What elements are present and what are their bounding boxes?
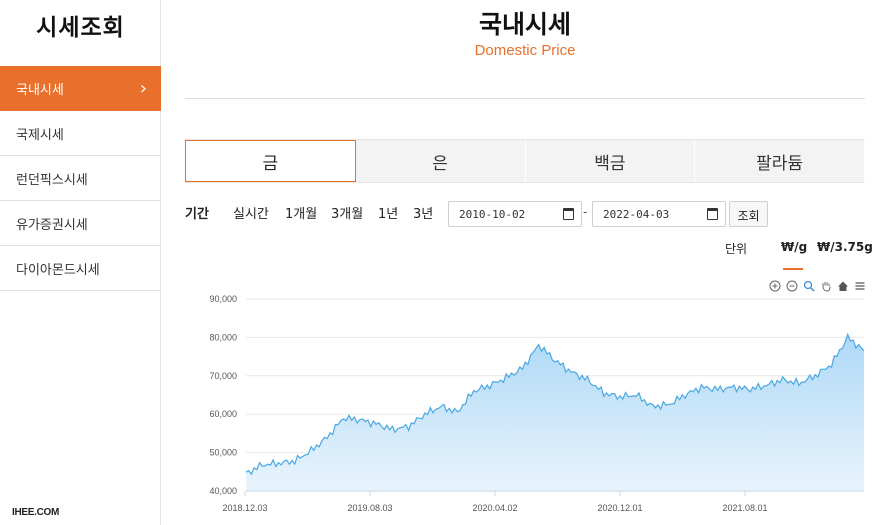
- sidebar-item-label: 런던픽스시세: [16, 172, 88, 188]
- sidebar-item-securities[interactable]: 유가증권시세: [0, 201, 161, 246]
- sidebar: 시세조회 국내시세 › 국제시세 런던픽스시세 유가증권시세 다이아몬드시세 I…: [0, 0, 161, 525]
- tab-gold[interactable]: 금: [185, 140, 356, 182]
- y-tick-label: 60,000: [209, 409, 237, 419]
- menu-icon[interactable]: [853, 279, 866, 292]
- site-logo: IHEE.COM: [12, 507, 60, 518]
- zoom-in-icon[interactable]: [768, 279, 781, 292]
- chart-toolbar: [768, 279, 866, 293]
- unit-per-don-option[interactable]: ₩/3.75g: [817, 240, 873, 254]
- sidebar-item-domestic[interactable]: 국내시세 ›: [0, 66, 161, 111]
- period-filter: 기간 실시간 1개월 3개월 1년 3년 2010-10-02 - 2022-0…: [185, 201, 865, 227]
- sidebar-item-london-fix[interactable]: 런던픽스시세: [0, 156, 161, 201]
- end-date-value: 2022-04-03: [603, 208, 670, 221]
- period-3year-button[interactable]: 3년: [413, 207, 434, 222]
- tab-palladium[interactable]: 팔라듐: [695, 140, 865, 182]
- price-chart-svg: 40,000 50,000 60,000 70,000 80,000 90,000 2018…: [209, 294, 865, 513]
- sidebar-item-label: 국제시세: [16, 127, 64, 143]
- sidebar-item-label: 다이아몬드시세: [16, 262, 100, 278]
- x-tick-label: 2019.08.03: [347, 503, 392, 513]
- calendar-icon[interactable]: [707, 208, 718, 220]
- unit-per-gram-option[interactable]: ₩/g: [781, 240, 808, 254]
- header-divider: [185, 98, 865, 99]
- price-chart: 40,000 50,000 60,000 70,000 80,000 90,000 2018…: [190, 290, 884, 525]
- series-area: [246, 334, 864, 491]
- y-tick-label: 70,000: [209, 371, 237, 381]
- tab-silver[interactable]: 은: [356, 140, 526, 182]
- search-button[interactable]: 조회: [729, 201, 768, 227]
- pan-hand-icon[interactable]: [819, 279, 832, 292]
- y-tick-label: 90,000: [209, 294, 237, 304]
- series-line: [245, 332, 865, 476]
- period-realtime-button[interactable]: 실시간: [233, 207, 269, 222]
- zoom-out-icon[interactable]: [785, 279, 798, 292]
- unit-selected-indicator: [783, 268, 803, 270]
- sidebar-item-label: 유가증권시세: [16, 217, 88, 233]
- date-separator: -: [583, 205, 588, 219]
- y-tick-label: 40,000: [209, 486, 237, 496]
- x-tick-label: 2020.04.02: [472, 503, 517, 513]
- start-date-value: 2010-10-02: [459, 208, 526, 221]
- y-tick-label: 50,000: [209, 448, 237, 458]
- y-tick-label: 80,000: [209, 332, 237, 342]
- sidebar-menu: 국내시세 › 국제시세 런던픽스시세 유가증권시세 다이아몬드시세: [0, 66, 161, 291]
- page-title: 국내시세: [478, 10, 571, 39]
- x-tick-label: 2020.12.01: [597, 503, 642, 513]
- unit-selector: 단위 ₩/g ₩/3.75g: [705, 240, 873, 270]
- start-date-input[interactable]: 2010-10-02: [448, 201, 582, 227]
- chevron-right-icon: ›: [139, 78, 147, 99]
- sidebar-item-international[interactable]: 국제시세: [0, 111, 161, 156]
- sidebar-item-diamond[interactable]: 다이아몬드시세: [0, 246, 161, 291]
- x-tick-label: 2018.12.03: [222, 503, 267, 513]
- period-label: 기간: [185, 207, 209, 222]
- x-tick-label: 2021.08.01: [722, 503, 767, 513]
- end-date-input[interactable]: 2022-04-03: [592, 201, 726, 227]
- sidebar-item-label: 국내시세: [16, 82, 64, 98]
- calendar-icon[interactable]: [563, 208, 574, 220]
- home-icon[interactable]: [836, 279, 849, 292]
- tab-platinum[interactable]: 백금: [526, 140, 696, 182]
- period-1year-button[interactable]: 1년: [378, 207, 399, 222]
- period-3month-button[interactable]: 3개월: [331, 207, 364, 222]
- sidebar-title: 시세조회: [36, 15, 125, 41]
- period-1month-button[interactable]: 1개월: [285, 207, 318, 222]
- unit-label: 단위: [725, 242, 748, 256]
- metal-tabs: 금 은 백금 팔라듐: [185, 139, 865, 183]
- magnifier-icon[interactable]: [802, 279, 815, 292]
- page-subtitle: Domestic Price: [474, 42, 576, 59]
